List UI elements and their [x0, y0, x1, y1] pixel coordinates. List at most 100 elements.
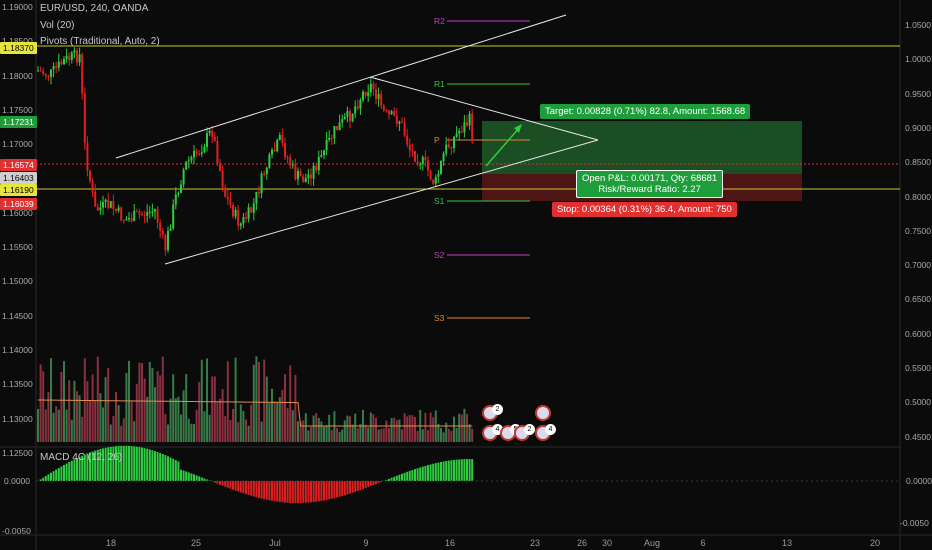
symbol-legend[interactable]: EUR/USD, 240, OANDA	[40, 3, 149, 14]
macd-bar	[291, 481, 294, 503]
candle-body	[434, 176, 437, 184]
volume-bar	[112, 415, 115, 442]
macd-bar	[138, 447, 141, 481]
right-axis-tick: 0.9000	[905, 122, 931, 133]
macd-legend[interactable]: MACD 4C (12, 26)	[40, 452, 123, 463]
volume-bar	[156, 371, 159, 442]
macd-bar	[414, 469, 416, 481]
stop-label[interactable]: Stop: 0.00364 (0.31%) 36.4, Amount: 750	[552, 202, 737, 217]
candle-body	[466, 122, 468, 126]
macd-bar	[315, 481, 318, 502]
macd-bar	[81, 455, 84, 481]
volume-bar	[141, 363, 143, 442]
volume-bar	[44, 409, 47, 442]
target-label[interactable]: Target: 0.00828 (0.71%) 82.8, Amount: 15…	[540, 104, 751, 119]
date-axis-tick: 6	[700, 538, 706, 548]
volume-bar	[380, 428, 383, 442]
macd-bar	[395, 475, 398, 481]
candle-body	[336, 126, 338, 131]
candle-body	[364, 91, 367, 96]
candle-body	[102, 202, 104, 208]
right-axis-tick: 0.4500	[905, 431, 931, 442]
target-zone[interactable]	[482, 121, 802, 174]
candle-body	[91, 180, 94, 192]
candle-body	[310, 174, 312, 179]
candle-body	[338, 122, 341, 131]
event-flag-eu[interactable]: 2	[482, 404, 503, 421]
volume-bar	[70, 419, 73, 442]
volume-bar	[356, 428, 359, 442]
volume-bar	[135, 383, 138, 442]
right-axis-tick: 0.7000	[905, 260, 931, 271]
event-badge: 4	[492, 424, 503, 435]
candle-body	[216, 140, 219, 164]
event-flag-us[interactable]: 4	[482, 424, 503, 441]
candle-body	[372, 83, 375, 90]
macd-bar	[73, 459, 76, 481]
macd-bar	[193, 474, 195, 481]
candle-body	[68, 55, 71, 61]
macd-bar	[471, 459, 474, 481]
volume-bar	[447, 428, 450, 442]
candle-body	[219, 163, 221, 171]
volume-bar	[297, 421, 299, 442]
date-axis-tick: Jul	[269, 538, 281, 548]
volume-bar	[57, 409, 60, 442]
event-flag-eu[interactable]	[535, 405, 551, 421]
open-pl-box[interactable]: Open P&L: 0.00171, Qty: 68681 Risk/Rewar…	[576, 170, 724, 198]
candle-body	[117, 207, 120, 211]
volume-bar	[294, 375, 297, 442]
projection-arrow[interactable]	[485, 126, 521, 167]
candle-body	[245, 217, 247, 219]
candle-body	[174, 194, 177, 205]
pivot-s3-label: S3	[434, 313, 445, 323]
macd-bar	[416, 468, 419, 481]
volume-bar	[408, 414, 411, 442]
volume-bar	[180, 414, 182, 442]
channel-upper-line[interactable]	[115, 14, 567, 159]
price-axis-tick: 1.15500	[2, 242, 33, 253]
macd-bar	[284, 481, 286, 503]
candle-body	[393, 111, 396, 116]
volume-bar	[151, 367, 154, 442]
triangle-upper-line[interactable]	[369, 76, 599, 141]
candle-body	[377, 93, 380, 99]
macd-bar	[458, 459, 461, 481]
macd-bar	[120, 445, 123, 481]
macd-bar	[185, 471, 188, 481]
macd-axis-left-zero: 0.0000	[4, 476, 30, 486]
macd-bar	[52, 471, 55, 481]
date-axis-tick: 23	[529, 538, 541, 548]
volume-bar	[471, 428, 474, 442]
right-axis-tick: 0.9500	[905, 88, 931, 99]
volume-bar	[393, 417, 396, 442]
candle-body	[458, 131, 461, 134]
candle-body	[125, 219, 128, 221]
projection-arrow-head	[514, 124, 522, 133]
volume-bar	[86, 381, 89, 442]
macd-bar	[141, 447, 143, 481]
volume-bar	[424, 412, 427, 442]
volume-bar	[388, 428, 390, 442]
candle-body	[414, 150, 416, 162]
pivots-legend[interactable]: Pivots (Traditional, Auto, 2)	[40, 36, 160, 47]
volume-legend[interactable]: Vol (20)	[40, 20, 75, 31]
candle-body	[60, 61, 63, 65]
volume-bar	[315, 413, 318, 442]
candle-body	[226, 196, 229, 199]
event-flag-us[interactable]: 4	[535, 424, 556, 441]
volume-bar	[55, 406, 58, 442]
candle-body	[89, 170, 91, 181]
channel-lower-line[interactable]	[164, 139, 599, 265]
event-flag-eu[interactable]: 2	[514, 424, 535, 441]
candle-body	[341, 118, 344, 123]
macd-bar	[349, 481, 351, 494]
candle-body	[406, 135, 409, 145]
candle-body	[211, 130, 214, 137]
volume-bar	[354, 413, 357, 442]
candle-body	[213, 136, 216, 141]
volume-bar	[187, 418, 190, 442]
macd-bar	[135, 446, 138, 481]
volume-bar	[364, 424, 367, 442]
